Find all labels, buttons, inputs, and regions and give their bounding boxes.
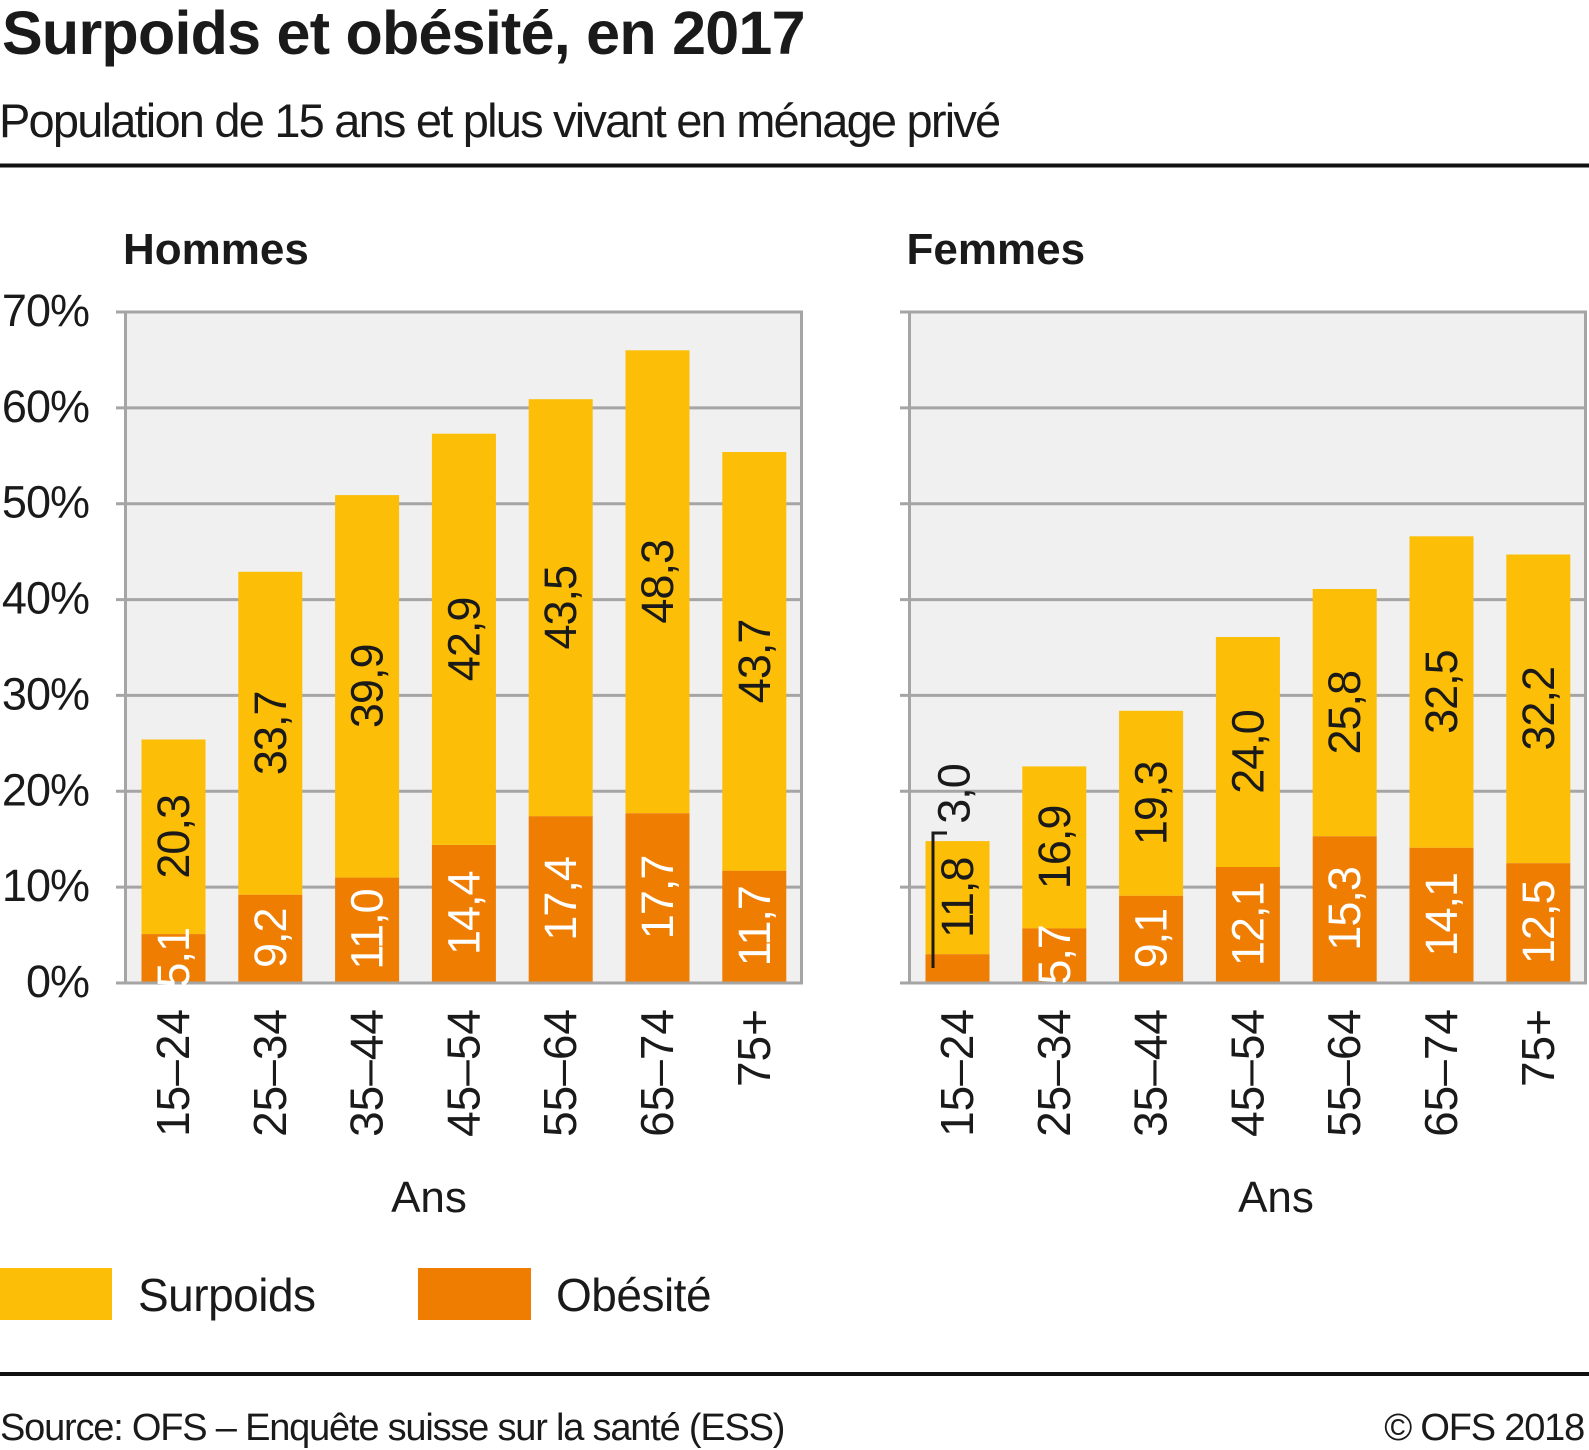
svg-text:35–44: 35–44 <box>1125 1009 1177 1137</box>
svg-text:Source: OFS – Enquête suisse s: Source: OFS – Enquête suisse sur la sant… <box>0 1407 784 1449</box>
svg-text:Surpoids: Surpoids <box>138 1269 316 1321</box>
svg-text:32,2: 32,2 <box>1513 667 1564 751</box>
svg-text:Ans: Ans <box>1238 1173 1314 1222</box>
svg-text:32,5: 32,5 <box>1416 650 1467 734</box>
svg-text:25–34: 25–34 <box>1028 1009 1080 1137</box>
svg-text:12,1: 12,1 <box>1222 883 1273 967</box>
svg-text:35–44: 35–44 <box>341 1009 393 1137</box>
svg-text:55–64: 55–64 <box>1318 1009 1370 1137</box>
svg-text:70%: 70% <box>2 285 89 336</box>
svg-text:9,2: 9,2 <box>245 908 296 968</box>
svg-text:24,0: 24,0 <box>1222 710 1273 794</box>
svg-text:30%: 30% <box>2 668 89 719</box>
svg-text:17,4: 17,4 <box>535 857 586 941</box>
svg-text:45–54: 45–54 <box>437 1009 489 1137</box>
svg-text:45–54: 45–54 <box>1221 1009 1273 1137</box>
svg-text:9,1: 9,1 <box>1126 909 1177 969</box>
svg-text:16,9: 16,9 <box>1029 806 1080 890</box>
svg-text:75+: 75+ <box>1512 1009 1564 1087</box>
svg-text:42,9: 42,9 <box>438 598 489 682</box>
svg-text:10%: 10% <box>2 860 89 911</box>
svg-text:Femmes: Femmes <box>907 225 1086 274</box>
svg-text:20,3: 20,3 <box>148 795 199 879</box>
svg-text:19,3: 19,3 <box>1126 762 1177 846</box>
svg-text:11,7: 11,7 <box>729 886 780 966</box>
svg-text:60%: 60% <box>2 381 89 432</box>
svg-text:43,5: 43,5 <box>535 566 586 650</box>
svg-text:Surpoids et obésité, en 2017: Surpoids et obésité, en 2017 <box>2 0 805 67</box>
svg-text:14,4: 14,4 <box>438 871 489 955</box>
svg-text:15–24: 15–24 <box>147 1009 199 1137</box>
svg-text:11,0: 11,0 <box>342 889 393 969</box>
svg-text:12,5: 12,5 <box>1513 881 1564 965</box>
svg-text:14,1: 14,1 <box>1416 873 1467 957</box>
svg-text:© OFS 2018: © OFS 2018 <box>1384 1407 1584 1449</box>
svg-text:5,7: 5,7 <box>1029 925 1080 985</box>
svg-text:3,0: 3,0 <box>929 764 980 824</box>
svg-text:Ans: Ans <box>391 1173 467 1222</box>
svg-text:33,7: 33,7 <box>245 692 296 776</box>
svg-text:Population de 15 ans et plus v: Population de 15 ans et plus vivant en m… <box>0 94 1000 147</box>
svg-text:50%: 50% <box>2 477 89 528</box>
svg-text:39,9: 39,9 <box>342 645 393 729</box>
svg-text:43,7: 43,7 <box>729 620 780 704</box>
svg-text:55–64: 55–64 <box>534 1009 586 1137</box>
svg-text:40%: 40% <box>2 573 89 624</box>
svg-text:Obésité: Obésité <box>556 1269 711 1321</box>
svg-text:25–34: 25–34 <box>244 1009 296 1137</box>
svg-text:Hommes: Hommes <box>123 225 309 274</box>
svg-text:5,1: 5,1 <box>148 928 199 988</box>
svg-text:25,8: 25,8 <box>1319 671 1370 755</box>
svg-text:15–24: 15–24 <box>931 1009 983 1137</box>
svg-text:65–74: 65–74 <box>631 1009 683 1137</box>
svg-text:17,7: 17,7 <box>632 856 683 940</box>
svg-text:48,3: 48,3 <box>632 540 683 624</box>
svg-text:0%: 0% <box>26 956 89 1007</box>
svg-text:20%: 20% <box>2 764 89 815</box>
svg-text:15,3: 15,3 <box>1319 867 1370 951</box>
svg-text:65–74: 65–74 <box>1415 1009 1467 1137</box>
svg-text:11,8: 11,8 <box>932 858 983 938</box>
svg-text:75+: 75+ <box>728 1009 780 1087</box>
